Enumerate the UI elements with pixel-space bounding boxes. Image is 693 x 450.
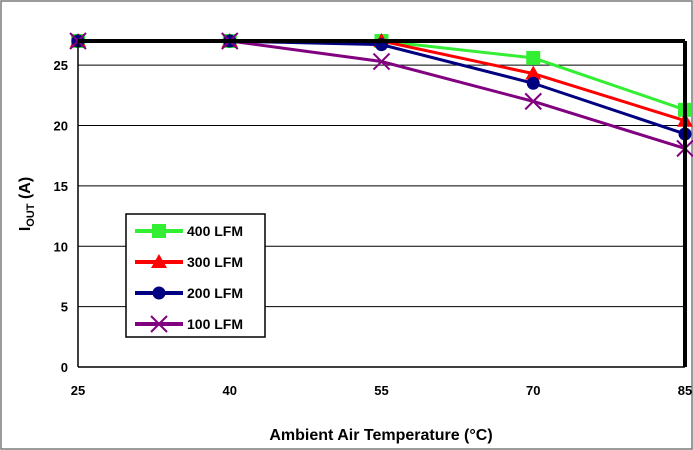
legend-item: 400 LFM xyxy=(135,223,243,239)
y-axis-title-rest: (A) xyxy=(17,177,34,204)
legend-marker xyxy=(152,224,166,238)
x-tick-label: 85 xyxy=(678,383,692,398)
legend-marker xyxy=(150,315,168,333)
legend-marker xyxy=(152,286,166,300)
y-axis-title: IOUT (A) xyxy=(17,177,37,231)
data-point xyxy=(526,50,541,65)
legend-item: 200 LFM xyxy=(135,285,243,301)
x-tick-label: 55 xyxy=(374,383,388,398)
x-tick-label: 40 xyxy=(223,383,237,398)
data-point xyxy=(524,92,542,111)
y-tick-label: 10 xyxy=(54,239,68,254)
legend: 400 LFM 300 LFM 200 LFM 100 LFM xyxy=(125,213,266,338)
legend-label: 200 LFM xyxy=(187,285,243,301)
x-axis-title: Ambient Air Temperature (°C) xyxy=(269,427,492,444)
legend-label: 100 LFM xyxy=(187,316,243,332)
x-tick-label: 25 xyxy=(71,383,85,398)
y-tick-label: 25 xyxy=(54,58,68,73)
x-tick-labels: 25 40 55 70 85 xyxy=(71,383,692,398)
y-tick-label: 5 xyxy=(61,300,68,315)
data-point xyxy=(525,65,542,80)
data-point xyxy=(372,52,391,71)
legend-item: 100 LFM xyxy=(135,315,243,333)
y-tick-labels: 0 5 10 15 20 25 xyxy=(54,58,68,375)
y-tick-label: 0 xyxy=(61,360,68,375)
legend-label: 400 LFM xyxy=(187,223,243,239)
y-axis-title-sub: OUT xyxy=(25,203,37,227)
y-axis-title-main: I xyxy=(17,227,34,231)
legend-box xyxy=(125,213,266,338)
legend-marker xyxy=(151,254,167,268)
y-tick-label: 15 xyxy=(54,179,68,194)
x-tick-label: 70 xyxy=(526,383,540,398)
data-point xyxy=(526,76,540,90)
y-tick-label: 20 xyxy=(54,119,68,134)
legend-item: 300 LFM xyxy=(135,254,243,270)
legend-label: 300 LFM xyxy=(187,254,243,270)
